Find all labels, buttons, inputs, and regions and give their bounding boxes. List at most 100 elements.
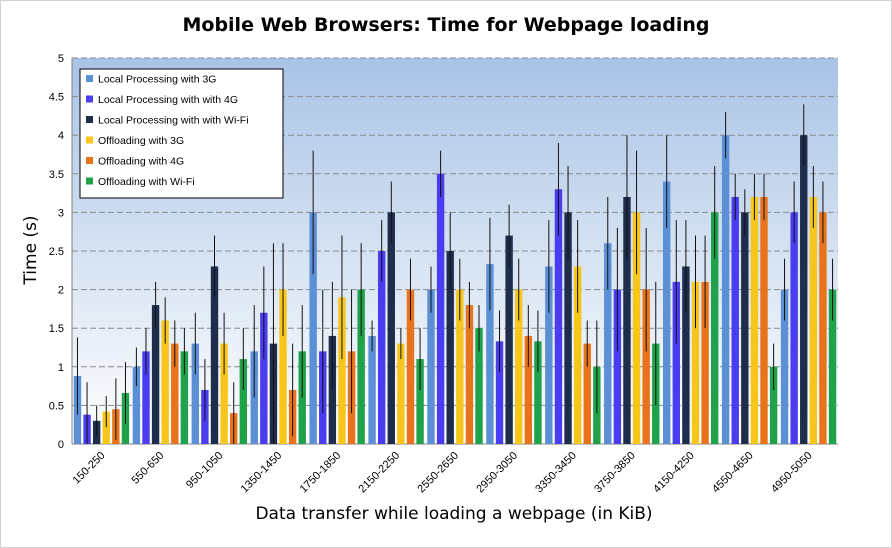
x-tick-label: 2150-2250 [357, 450, 403, 496]
x-tick-label: 150-250 [71, 450, 108, 487]
bar [220, 343, 228, 444]
bar [769, 366, 778, 444]
y-tick-label: 5 [58, 53, 64, 65]
bar [613, 289, 622, 444]
bar [800, 135, 808, 444]
bar [545, 266, 553, 444]
bar [710, 212, 719, 444]
y-tick-label: 2.5 [49, 246, 64, 258]
bar [357, 289, 365, 444]
bar [505, 235, 513, 444]
bar [171, 343, 179, 444]
y-tick-label: 0 [58, 439, 64, 451]
bar [564, 212, 572, 444]
chart-title: Mobile Web Browsers: Time for Webpage lo… [182, 14, 710, 36]
y-tick-label: 4.5 [49, 92, 64, 104]
bar [623, 196, 631, 444]
bar [672, 281, 680, 444]
legend-label: Local Processing with with Wi-Fi [98, 115, 249, 127]
legend-swatch [86, 116, 93, 123]
bar [387, 212, 395, 444]
legend-swatch [86, 177, 93, 185]
legend-box [79, 68, 284, 199]
legend-label: Local Processing with with 4G [98, 94, 238, 106]
bar [534, 341, 542, 444]
bar [309, 212, 317, 444]
bar [828, 289, 837, 444]
bar [475, 328, 483, 444]
legend-swatch [86, 136, 93, 144]
bar [642, 289, 650, 444]
bar [662, 181, 671, 444]
x-tick-label: 950-1050 [184, 450, 225, 491]
bar [486, 264, 494, 444]
bar [750, 196, 759, 444]
legend-swatch [86, 95, 93, 103]
bar [465, 305, 474, 444]
bar [260, 312, 268, 444]
bar [819, 212, 827, 444]
x-axis-label: Data transfer while loading a webpage (i… [255, 504, 653, 524]
y-tick-label: 1.5 [49, 323, 64, 335]
y-tick-label: 3 [58, 207, 64, 219]
bar [456, 289, 464, 444]
bar [142, 351, 150, 444]
bar [377, 251, 386, 444]
x-tick-label: 4950-5050 [769, 450, 815, 496]
bar [780, 289, 789, 444]
legend-label: Offloading with 3G [98, 135, 184, 147]
x-tick-label: 1750-1850 [298, 450, 344, 496]
legend-label: Local Processing with 3G [98, 74, 216, 86]
bar [701, 281, 709, 444]
bar [132, 366, 141, 444]
bar [239, 359, 248, 444]
bar [554, 189, 563, 444]
bar [682, 266, 690, 444]
bar [721, 135, 730, 444]
bar [436, 173, 445, 445]
legend-swatch [86, 157, 93, 164]
x-tick-label: 4550-4650 [710, 450, 756, 496]
y-tick-label: 3.5 [49, 169, 64, 181]
bar [583, 343, 591, 444]
x-tick-label: 4150-4250 [651, 450, 697, 496]
bar [446, 251, 454, 444]
bar [515, 289, 523, 444]
x-tick-label: 550-650 [129, 450, 166, 487]
y-tick-label: 0.5 [49, 400, 64, 412]
bar [691, 281, 700, 444]
bar [102, 411, 110, 444]
bar [328, 335, 337, 444]
bar [279, 289, 287, 444]
x-tick-label: 3350-3450 [533, 450, 579, 496]
bar [151, 305, 160, 444]
bar [161, 320, 169, 444]
bar [210, 266, 219, 444]
bar [416, 359, 424, 444]
bar [573, 266, 582, 444]
y-tick-label: 2 [58, 285, 64, 297]
bar [191, 343, 200, 444]
bar [368, 335, 376, 444]
legend-label: Offloading with 4G [98, 156, 184, 168]
x-tick-label: 2950-3050 [474, 450, 520, 496]
bar [397, 343, 405, 444]
bar [731, 196, 739, 444]
bar [760, 196, 768, 444]
bar [180, 351, 189, 444]
bar [338, 297, 346, 444]
bar [741, 212, 749, 444]
bar [604, 243, 612, 444]
bar [406, 289, 415, 444]
y-tick-label: 1 [58, 362, 64, 374]
y-tick-label: 4 [58, 130, 64, 142]
bar [632, 212, 641, 444]
legend-label: Offloading with Wi-Fi [98, 176, 195, 188]
legend-swatch [86, 75, 93, 82]
bar [809, 196, 818, 444]
bar [790, 212, 798, 444]
x-tick-label: 2550-2650 [415, 450, 461, 496]
bar [495, 341, 504, 444]
bar [427, 289, 435, 444]
